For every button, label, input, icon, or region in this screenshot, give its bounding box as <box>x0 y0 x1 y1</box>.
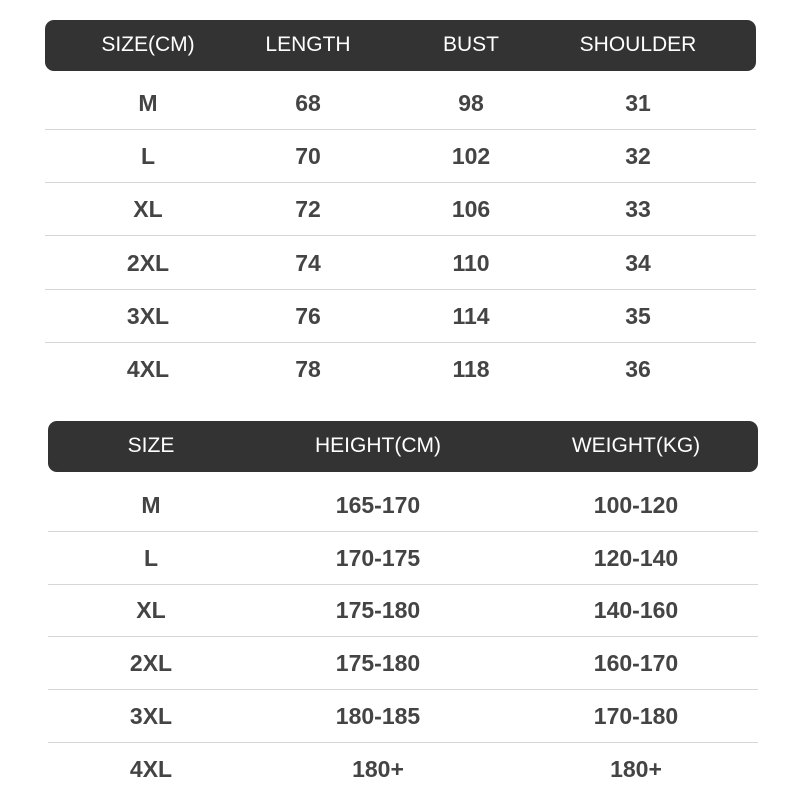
column-header: SIZE(CM) <box>101 33 195 56</box>
table-row: 3XL 76 114 35 <box>45 289 756 343</box>
table-cell: XL <box>133 196 163 223</box>
measurements-table-header: SIZE(CM) LENGTH BUST SHOULDER <box>45 20 756 71</box>
table-cell: L <box>143 544 159 571</box>
column-header: WEIGHT(KG) <box>571 434 701 457</box>
table-cell: 140-160 <box>593 597 679 624</box>
table-cell: 78 <box>295 356 321 382</box>
table-cell: 160-170 <box>593 650 679 677</box>
table-cell: L <box>140 143 156 170</box>
table-cell: 170-175 <box>335 544 421 571</box>
table-cell: 4XL <box>129 755 173 782</box>
table-cell: 76 <box>295 302 321 329</box>
table-cell: 106 <box>451 196 491 223</box>
table-cell: 32 <box>625 143 651 170</box>
table-cell: 2XL <box>126 249 170 276</box>
table-cell: 102 <box>451 143 491 170</box>
table-row: 4XL 180+ 180+ <box>48 742 758 795</box>
table-cell: 180+ <box>352 755 404 782</box>
table-cell: 2XL <box>129 650 173 677</box>
table-cell: 36 <box>625 356 651 382</box>
table-row: L 70 102 32 <box>45 129 756 184</box>
table-cell: 4XL <box>126 356 170 382</box>
table-cell: 35 <box>625 302 651 329</box>
table-cell: 74 <box>295 249 321 276</box>
table-row: 2XL 175-180 160-170 <box>48 636 758 691</box>
table-cell: 72 <box>295 196 321 223</box>
table-cell: M <box>138 90 158 116</box>
table-cell: 165-170 <box>335 492 421 518</box>
table-cell: XL <box>136 597 166 624</box>
size-recommendation-table: SIZE HEIGHT(CM) WEIGHT(KG) M 165-170 100-120… <box>48 421 758 800</box>
table-row: M 165-170 100-120 <box>48 478 758 532</box>
table-cell: 180+ <box>610 755 662 782</box>
column-header: LENGTH <box>265 33 351 56</box>
table-cell: 110 <box>452 249 490 276</box>
table-cell: 175-180 <box>335 597 421 624</box>
table-cell: 114 <box>452 302 490 329</box>
table-cell: 68 <box>295 90 321 116</box>
table-row: 4XL 78 118 36 <box>45 342 756 395</box>
table-row: 2XL 74 110 34 <box>45 236 756 290</box>
column-header: SHOULDER <box>579 33 697 56</box>
table-cell: 98 <box>458 90 484 116</box>
table-row: 3XL 180-185 170-180 <box>48 689 758 743</box>
column-header: BUST <box>442 33 500 56</box>
table-cell: 118 <box>452 356 490 382</box>
table-row: M 68 98 31 <box>45 76 756 130</box>
table-row: L 170-175 120-140 <box>48 531 758 585</box>
measurements-table: SIZE(CM) LENGTH BUST SHOULDER M 68 98 31 L 70 102… <box>45 20 756 400</box>
table-cell: 3XL <box>126 302 170 329</box>
table-row: XL 175-180 140-160 <box>48 583 758 638</box>
table-cell: 31 <box>625 90 651 116</box>
table-cell: 3XL <box>129 702 173 729</box>
table-cell: M <box>141 492 161 518</box>
table-cell: 120-140 <box>593 544 679 571</box>
table-cell: 180-185 <box>335 702 421 729</box>
table-row: XL 72 106 33 <box>45 182 756 237</box>
table-cell: 33 <box>625 196 651 223</box>
column-header: SIZE <box>127 434 175 457</box>
table-cell: 175-180 <box>335 650 421 677</box>
table-cell: 70 <box>295 143 321 170</box>
table-cell: 170-180 <box>593 702 679 729</box>
table-cell: 100-120 <box>593 492 679 518</box>
column-header: HEIGHT(CM) <box>315 434 441 457</box>
size-recommendation-table-header: SIZE HEIGHT(CM) WEIGHT(KG) <box>48 421 758 472</box>
table-cell: 34 <box>625 249 651 276</box>
